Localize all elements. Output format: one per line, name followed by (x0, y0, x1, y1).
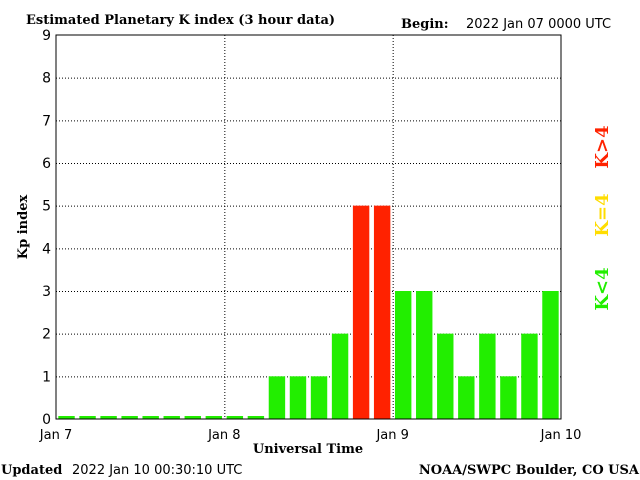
x-tick-label: Jan 7 (39, 428, 72, 443)
y-tick-label: 6 (42, 156, 51, 172)
updated-value: 2022 Jan 10 00:30:10 UTC (72, 463, 242, 478)
kp-bar (542, 291, 559, 419)
kp-bar (416, 291, 433, 419)
begin-label: Begin: (401, 17, 449, 32)
legend-mid: K=4 (592, 193, 613, 236)
x-tick-label: Jan 10 (540, 428, 582, 443)
kp-bar (458, 376, 475, 419)
kp-bar (163, 416, 180, 419)
updated-label: Updated (1, 463, 62, 478)
kp-bar (184, 416, 201, 419)
kp-bar (479, 333, 496, 419)
plot-frame (55, 34, 562, 420)
y-tick-label: 1 (42, 369, 51, 385)
grid-lines (56, 35, 561, 419)
y-tick-label: 9 (42, 28, 51, 44)
kp-bar (205, 416, 223, 419)
y-tick-label: 8 (42, 71, 51, 87)
kp-bar (121, 416, 138, 419)
kp-bar (310, 376, 328, 419)
y-tick-label: 0 (42, 412, 51, 428)
legend-high: K>4 (592, 125, 613, 168)
bars-group (58, 205, 559, 419)
x-tick-label: Jan 9 (375, 428, 408, 443)
kp-bar (100, 416, 117, 419)
x-tick-labels: Jan 7 Jan 8 Jan 9 Jan 10 (39, 428, 582, 443)
y-tick-label: 2 (42, 327, 51, 343)
kp-bar (226, 416, 244, 419)
y-tick-label: 3 (42, 284, 51, 300)
credit-label: NOAA/SWPC Boulder, CO USA (419, 463, 640, 478)
y-tick-labels: 0 1 2 3 4 5 6 7 8 9 (42, 28, 51, 428)
kp-bar (247, 416, 265, 419)
kp-bar (521, 333, 538, 419)
x-tick-label: Jan 8 (207, 428, 240, 443)
begin-value: 2022 Jan 07 0000 UTC (466, 17, 611, 32)
y-axis-label: Kp index (16, 195, 31, 260)
kp-bar (289, 376, 307, 419)
kp-bar (58, 416, 75, 419)
kp-bar (331, 333, 349, 419)
kp-bar (79, 416, 96, 419)
kp-bar (500, 376, 517, 419)
y-tick-label: 5 (42, 199, 51, 215)
kp-bar (394, 291, 412, 419)
legend-low: K<4 (592, 267, 613, 310)
x-axis-label: Universal Time (253, 442, 363, 457)
chart-title: Estimated Planetary K index (3 hour data… (26, 13, 335, 28)
kp-bar (373, 205, 391, 419)
kp-bar (437, 333, 454, 419)
kp-bar (142, 416, 159, 419)
kp-bar (352, 205, 370, 419)
kp-bar (268, 376, 286, 419)
y-tick-label: 4 (42, 241, 51, 257)
y-tick-label: 7 (42, 113, 51, 129)
